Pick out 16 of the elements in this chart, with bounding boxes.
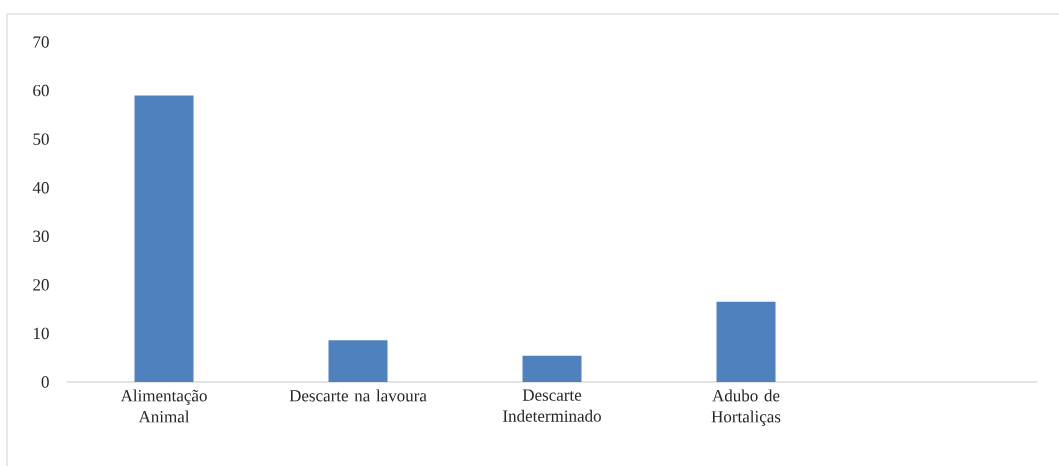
bar bbox=[134, 95, 194, 382]
bar bbox=[716, 301, 776, 382]
y-tick-label: 50 bbox=[33, 133, 49, 145]
y-tick-label: 70 bbox=[33, 36, 49, 48]
y-tick-label: 40 bbox=[32, 181, 49, 194]
y-tick-label: 30 bbox=[33, 230, 49, 243]
x-tick-label: Descarte Indeterminado bbox=[503, 389, 601, 422]
y-tick-label: 0 bbox=[41, 376, 49, 388]
bar bbox=[522, 355, 582, 382]
bar bbox=[328, 340, 388, 382]
y-tick-label: 20 bbox=[33, 279, 49, 291]
y-tick-label: 10 bbox=[33, 327, 49, 340]
x-tick-label: Adubo de Hortaliças bbox=[711, 389, 781, 426]
x-tick-label: Descarte na lavoura bbox=[289, 389, 427, 402]
y-tick-label: 60 bbox=[33, 84, 49, 97]
x-tick-label: Alimentação Animal bbox=[120, 389, 207, 423]
